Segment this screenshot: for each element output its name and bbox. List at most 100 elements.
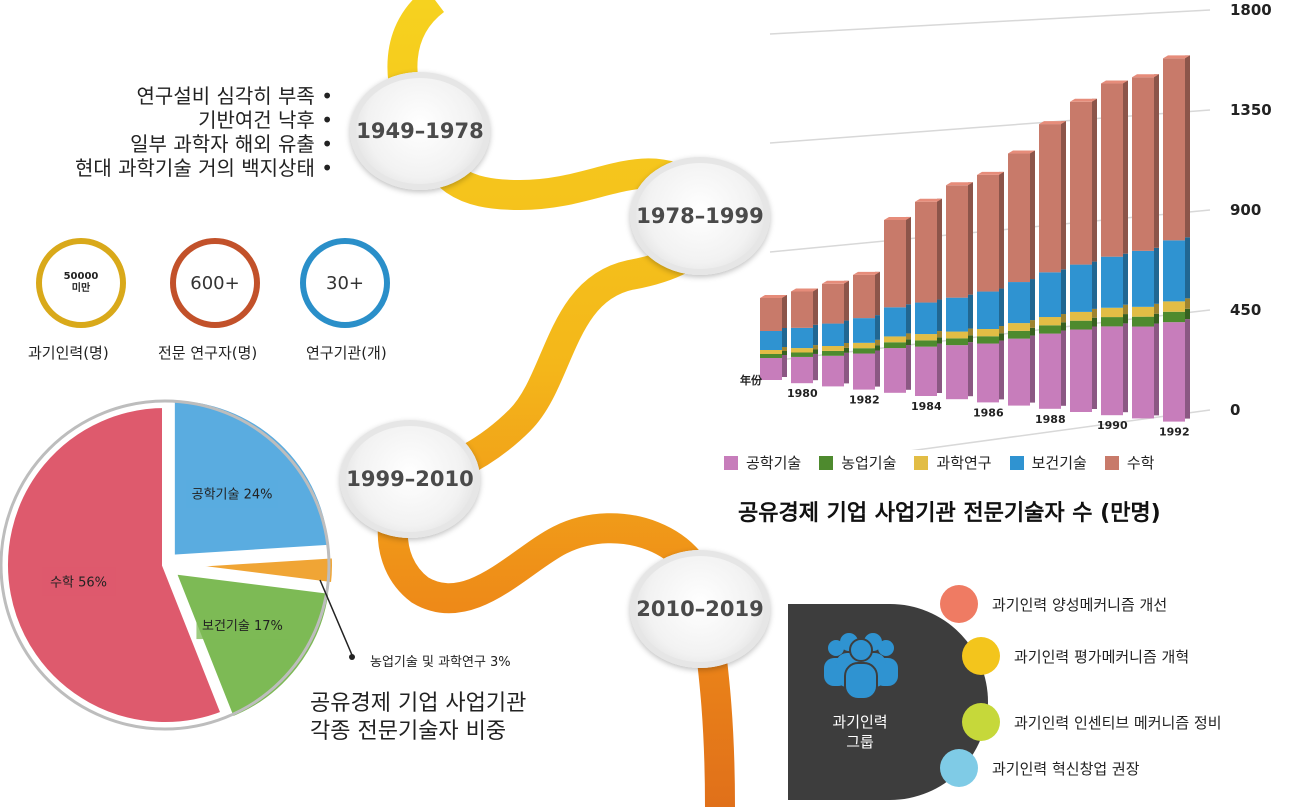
bar-segment (884, 336, 906, 343)
bar-segment-side (1185, 308, 1190, 320)
bar-segment (1039, 317, 1061, 326)
bar-segment (1101, 83, 1123, 257)
era-1978-1999: 1978–1999 (630, 157, 770, 275)
bar-top (946, 182, 973, 186)
bar-segment-side (782, 295, 787, 328)
bar-segment-side (999, 171, 1004, 289)
bar-segment (1039, 272, 1061, 318)
bar-segment-side (875, 271, 880, 316)
bar-segment (1132, 306, 1154, 317)
bar-top (760, 295, 787, 298)
bar-top (915, 198, 942, 202)
bar-segment (915, 201, 937, 303)
bar-segment-side (968, 335, 973, 343)
bar-segment (1070, 320, 1092, 330)
badge-label: 전문 연구자(명) (158, 344, 258, 362)
pie-slice (168, 395, 335, 561)
bar-segment (946, 297, 968, 332)
bar-segment-side (1061, 121, 1066, 270)
x-tick-label: 1982 (849, 394, 880, 407)
bar-segment (915, 334, 937, 341)
mechanism-dot-icon (940, 749, 978, 787)
bar-segment-side (968, 342, 973, 397)
bar-segment-side (1030, 320, 1035, 328)
bar-segment-side (844, 280, 849, 321)
legend-swatch (914, 455, 929, 470)
bar-segment-side (937, 331, 942, 338)
bar-segment (1008, 153, 1030, 283)
mechanism-dot-icon (940, 585, 978, 623)
bar-top (1008, 150, 1035, 154)
bar-segment-side (1092, 317, 1097, 327)
pie-title-line: 공유경제 기업 사업기관 (310, 691, 527, 716)
bar-segment-side (1154, 303, 1159, 314)
legend-item: 농업기술 (819, 452, 896, 473)
pie-slice-label: 보건기술 17% (202, 619, 283, 634)
y-tick-label: 1800 (1230, 1, 1272, 19)
badge-label: 연구기관(개) (306, 344, 387, 362)
bar-segment (791, 291, 813, 328)
bar-chart: 0 450 900 1350 1800 年份 1980 1982 1984 1986 1988 199… (740, 1, 1272, 450)
bar-segment-side (906, 339, 911, 346)
condition-item: 연구설비 심각히 부족 (75, 84, 333, 108)
bar-segment-side (844, 320, 849, 344)
bar-segment-side (1030, 335, 1035, 403)
bar-chart-legend: 공학기술 농업기술 과학연구 보건기술 수학 (724, 452, 1154, 473)
bar-segment (1132, 77, 1154, 251)
pie-label-box (186, 479, 279, 508)
bar-segment (760, 350, 782, 354)
badge-institutes-count: 30+ (300, 238, 390, 328)
bar-top (977, 171, 1004, 175)
bar-segment (853, 318, 875, 343)
x-tick-label: 1992 (1159, 426, 1190, 439)
mechanism-label: 과기인력 혁신창업 권장 (992, 759, 1140, 778)
bar-segment-side (1030, 279, 1035, 321)
badge-researchers-count: 50000 미만 (36, 238, 126, 328)
bar-top (822, 280, 849, 284)
bar-segment-side (999, 340, 1004, 400)
era-2010-2019: 2010–2019 (630, 550, 770, 668)
badge-label: 과기인력(명) (28, 344, 109, 362)
bar-segment (1070, 264, 1092, 312)
bar-segment (977, 174, 999, 292)
pie-rim (0, 399, 331, 731)
bar-segment-side (1154, 74, 1159, 248)
legend-item: 수학 (1104, 452, 1154, 473)
bar-segment-side (782, 347, 787, 351)
bar-segment (822, 323, 844, 347)
bar-segment (1132, 326, 1154, 419)
pie-chart-title: 공유경제 기업 사업기관 각종 전문기술자 비중 (310, 690, 526, 746)
grid-line (769, 9, 1211, 35)
bar-segment-side (1123, 80, 1128, 254)
legend-item: 과학연구 (914, 452, 992, 473)
bar-segment (915, 302, 937, 335)
bar-segment-side (875, 339, 880, 346)
bar-segment-side (999, 288, 1004, 326)
bar-segment (1039, 333, 1061, 409)
pie-slice (174, 552, 338, 589)
bar-segment-side (813, 345, 818, 350)
bar-segment-side (813, 324, 818, 346)
mechanism-item: 과기인력 인센티브 메커니즘 정비 (962, 703, 1222, 741)
bar-segment (822, 355, 844, 387)
legend-swatch (1104, 455, 1119, 470)
bar-segment (915, 340, 937, 347)
mechanism-item: 과기인력 양성메커니즘 개선 (940, 585, 1167, 623)
condition-item: 기반여건 낙후 (75, 108, 333, 132)
bar-segment (853, 353, 875, 390)
bar-segment (822, 350, 844, 356)
bar-top (791, 288, 818, 292)
bar-segment-side (844, 343, 849, 348)
bar-top (1101, 80, 1128, 84)
condition-item: 일부 과학자 해외 유출 (75, 132, 333, 156)
bar-segment-side (1092, 261, 1097, 309)
bar-segment (760, 354, 782, 358)
bar-segment (1132, 250, 1154, 307)
pie-slice (168, 567, 335, 724)
bar-segment (977, 336, 999, 344)
bar-segment-side (1061, 269, 1066, 315)
bar-segment (977, 343, 999, 403)
legend-swatch (819, 455, 834, 470)
bar-segment-side (1123, 304, 1128, 315)
